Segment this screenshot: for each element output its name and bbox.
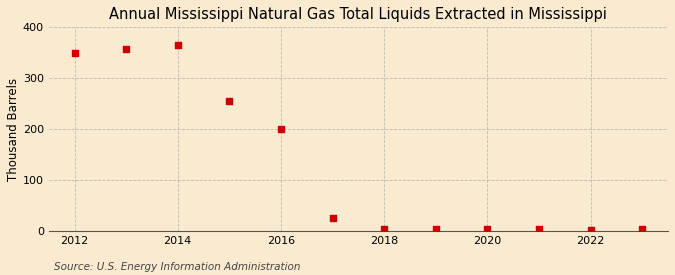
Point [431,226,441,231]
Point [172,43,183,47]
Text: Source: U.S. Energy Information Administration: Source: U.S. Energy Information Administ… [54,262,300,272]
Y-axis label: Thousand Barrels: Thousand Barrels [7,78,20,181]
Point [275,127,286,131]
Title: Annual Mississippi Natural Gas Total Liquids Extracted in Mississippi: Annual Mississippi Natural Gas Total Liq… [109,7,608,22]
Point [637,227,647,231]
Point [224,99,235,103]
Point [482,227,493,231]
Point [327,216,338,221]
Point [69,51,80,55]
Point [585,228,596,232]
Point [379,227,389,231]
Point [121,46,132,51]
Point [534,226,545,231]
